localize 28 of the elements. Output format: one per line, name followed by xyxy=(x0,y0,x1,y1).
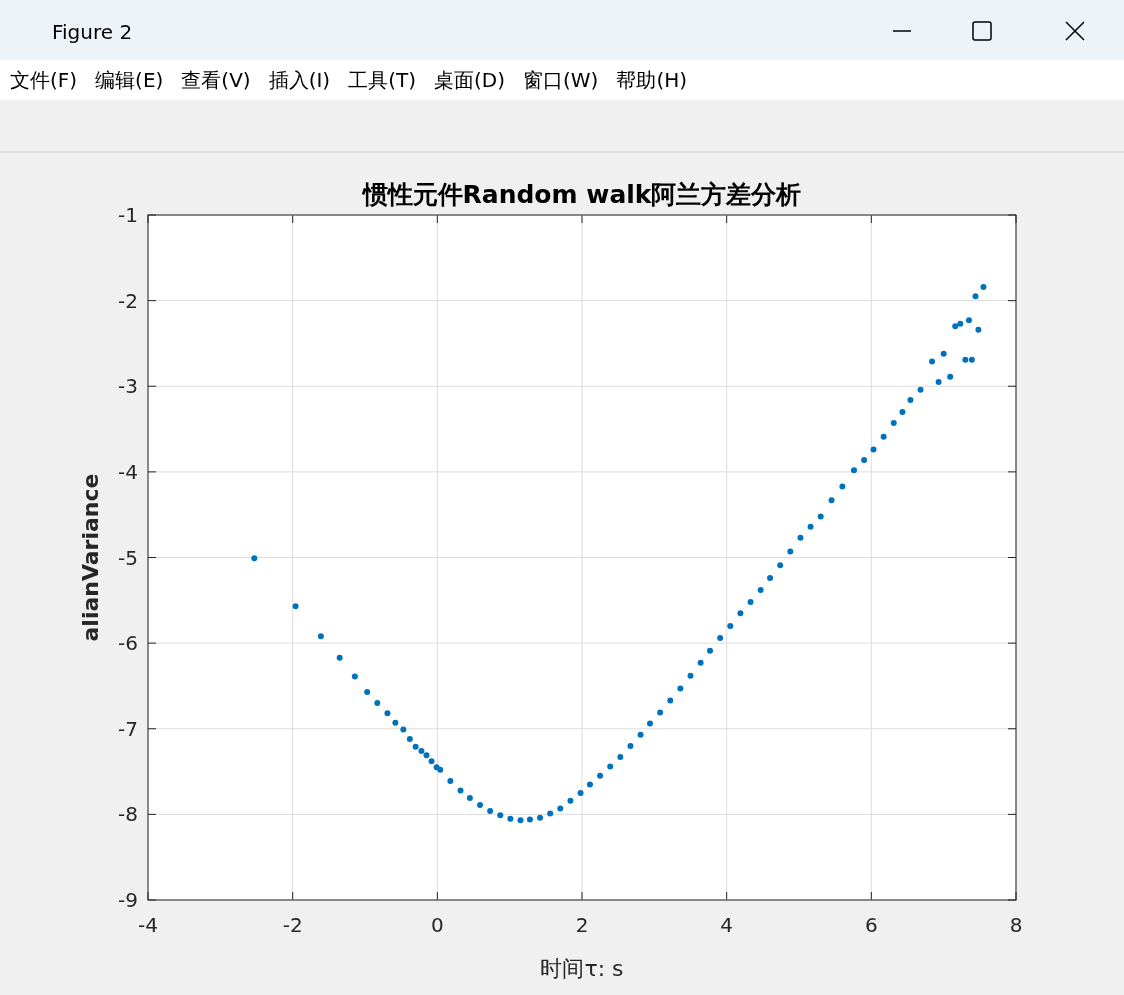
x-axis-title: 时间τ: s xyxy=(540,956,624,981)
chart-title: 惯性元件Random walk阿兰方差分析 xyxy=(360,180,802,209)
caption: Figure 2 xyxy=(52,20,133,44)
y-tick-label: -5 xyxy=(118,545,138,570)
x-tick-label: -4 xyxy=(138,913,158,937)
y-tick-label: -2 xyxy=(118,288,138,313)
y-tick-label: -8 xyxy=(118,802,138,827)
x-tick-label: -2 xyxy=(282,913,303,937)
text: 帮助(H) xyxy=(616,68,688,92)
y-tick-label: -4 xyxy=(118,459,138,484)
y-tick-label: -6 xyxy=(118,631,138,656)
text: 插入(I) xyxy=(268,68,331,92)
x-tick-label: 8 xyxy=(1009,913,1023,937)
text: 桌面(D) xyxy=(434,68,506,92)
y-tick-label: -3 xyxy=(118,374,138,399)
text: 编辑(E) xyxy=(95,68,164,92)
x-tick-label: 6 xyxy=(864,913,878,937)
y-tick-label: -7 xyxy=(118,716,138,741)
x-tick-label: 0 xyxy=(430,913,444,937)
y-tick-label: -1 xyxy=(118,203,138,227)
text: 工具(T) xyxy=(348,68,416,92)
x-tick-label: 4 xyxy=(720,913,734,937)
text: 窗口(W) xyxy=(523,68,599,92)
x-tick-label: 2 xyxy=(575,913,589,937)
y-tick-label: -9 xyxy=(118,888,138,912)
text: 文件(F) xyxy=(10,68,78,92)
text: 查看(V) xyxy=(181,68,251,92)
y-axis-title: alianVariance xyxy=(78,473,103,642)
